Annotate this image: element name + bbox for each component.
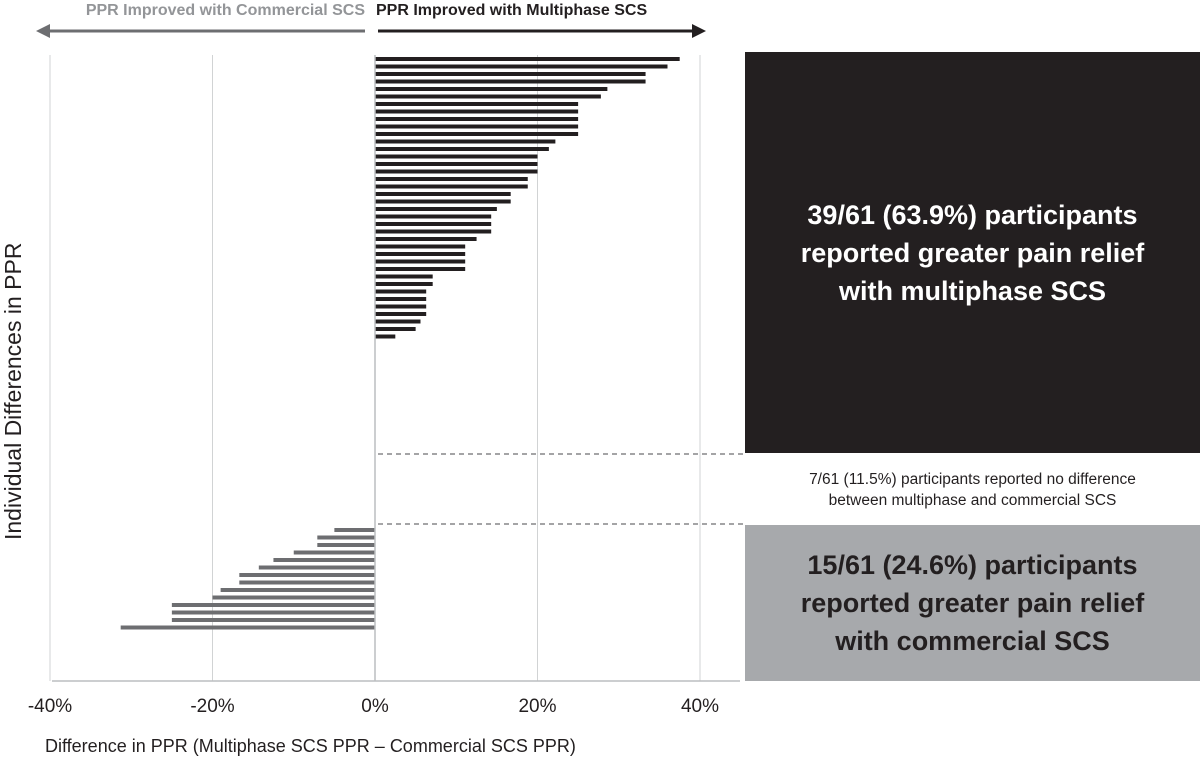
bar: [171, 618, 375, 622]
bar: [375, 252, 466, 256]
bar: [375, 327, 416, 331]
bar: [375, 177, 528, 181]
y-axis-label: Individual Differences in PPR: [0, 242, 26, 540]
right-direction-arrow: [378, 24, 706, 38]
bar: [171, 610, 375, 615]
bar: [375, 199, 511, 204]
multiphase-summary-line: reported greater pain relief: [800, 237, 1145, 268]
bar: [375, 289, 427, 294]
bar: [334, 528, 375, 532]
bar: [375, 132, 579, 136]
bar: [375, 147, 549, 151]
bar: [293, 550, 375, 555]
bar: [375, 312, 427, 316]
multiphase-summary-line: 39/61 (63.9%) participants: [807, 199, 1138, 230]
bar: [375, 274, 433, 279]
no-difference-summary-line: between multiphase and commercial SCS: [828, 492, 1117, 509]
bar: [317, 543, 375, 547]
bar: [375, 162, 538, 166]
bar: [258, 565, 375, 570]
bar: [239, 580, 375, 585]
bar: [220, 588, 375, 592]
bar: [375, 124, 579, 129]
commercial-summary-line: with commercial SCS: [835, 626, 1110, 656]
bar: [375, 79, 646, 84]
bar: [171, 603, 375, 607]
bars: [120, 57, 680, 630]
bar: [375, 192, 511, 196]
bar: [375, 169, 538, 174]
bar: [120, 625, 375, 630]
bar: [239, 573, 375, 577]
bar: [375, 304, 427, 309]
x-tick-label: 20%: [518, 696, 557, 717]
bar: [375, 214, 492, 219]
bar: [375, 139, 556, 144]
bar: [375, 237, 477, 241]
bar: [375, 222, 492, 226]
x-axis-label: Difference in PPR (Multiphase SCS PPR – …: [45, 736, 576, 756]
bar: [375, 334, 396, 339]
bar: [317, 535, 375, 540]
multiphase-improved-label: PPR Improved with Multiphase SCS: [376, 2, 648, 19]
no-difference-summary-line: 7/61 (11.5%) participants reported no di…: [809, 471, 1136, 488]
multiphase-summary-line: with multiphase SCS: [838, 275, 1107, 306]
bar: [375, 117, 579, 121]
bar: [375, 64, 668, 69]
bar: [212, 595, 375, 600]
bar: [375, 109, 579, 114]
no-difference-summary: 7/61 (11.5%) participants reported no di…: [745, 460, 1200, 520]
bar: [375, 184, 528, 189]
commercial-summary-line: 15/61 (24.6%) participants: [807, 550, 1138, 580]
x-tick-label: 0%: [361, 696, 389, 717]
bar: [375, 154, 538, 159]
bar: [273, 558, 375, 562]
bar: [375, 57, 680, 61]
commercial-improved-label: PPR Improved with Commercial SCS: [85, 2, 365, 19]
bar: [375, 207, 497, 211]
bar: [375, 72, 646, 76]
bar: [375, 282, 433, 286]
bar: [375, 87, 608, 91]
commercial-summary-box: 15/61 (24.6%) participants reported grea…: [745, 525, 1200, 681]
bar: [375, 319, 421, 324]
x-tick-label: -40%: [27, 696, 73, 717]
bar: [375, 267, 466, 271]
gridlines: [49, 55, 701, 681]
bar: [375, 229, 492, 234]
bar: [375, 94, 601, 99]
x-tick-label: 40%: [680, 696, 720, 717]
bar: [375, 244, 466, 249]
bar: [375, 102, 579, 106]
x-tick-label: -20%: [190, 696, 235, 717]
bar: [375, 297, 427, 301]
bar: [375, 259, 466, 264]
left-direction-arrow: [36, 24, 365, 38]
commercial-summary-line: reported greater pain relief: [800, 588, 1145, 618]
multiphase-summary-box: 39/61 (63.9%) participants reported grea…: [745, 52, 1200, 453]
